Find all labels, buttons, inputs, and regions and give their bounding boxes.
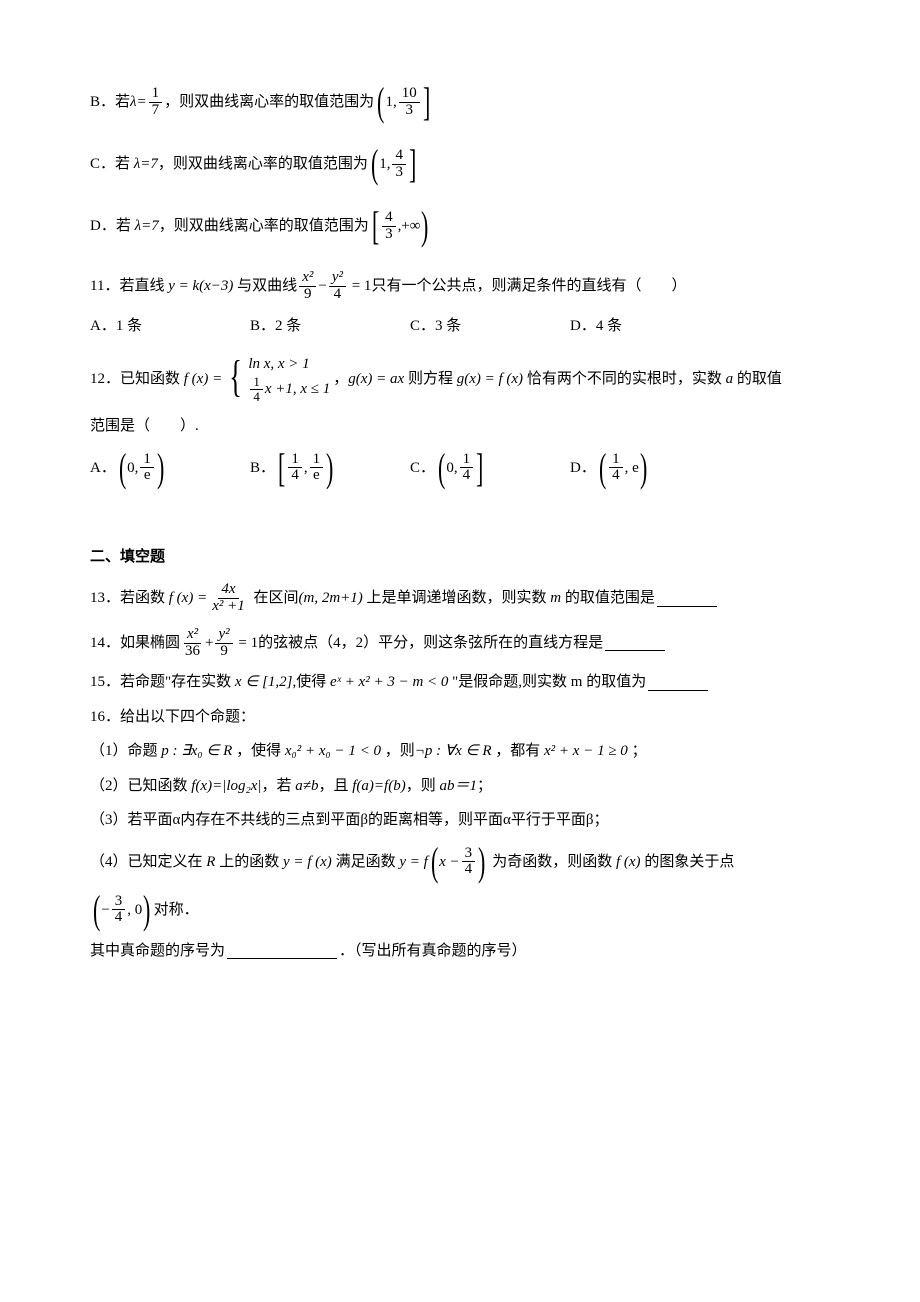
q16-p4: （4）已知定义在 R 上的函数 y = f (x) 满足函数 y = f ( x… [90,844,920,880]
q11-choices: A．1 条 B．2 条 C．3 条 D．4 条 [90,315,920,338]
q10-option-b: B．若 λ= 1 7 ，则双曲线离心率的取值范围为 ( 1, 10 3 ] [90,84,920,120]
section-2-title: 二、填空题 [90,546,920,569]
bracket-close: ] [409,146,416,182]
answer-blank[interactable] [605,635,665,651]
q12-choice-d: D． ( 1 4 , e ) [570,450,730,486]
q11-choice-a: A．1 条 [90,315,250,338]
q13: 13．若函数 f (x) = 4x x² +1 在区间 (m, 2m+1) 上是… [90,582,920,615]
text: 范围是（ ）. [90,415,199,438]
text: ，则双曲线离心率的取值范围为 [164,91,374,114]
q16-p2: （2）已知函数 f(x)=|log₂x| ，若 a≠b ，且 f(a)=f(b)… [90,775,920,798]
text: 在区间 [253,587,298,610]
paren-close: ) [421,208,428,244]
text: ，则双曲线离心率的取值范围为 [159,215,369,238]
line-eq: y = k(x−3) [168,275,233,298]
q12-choices: A． ( 0, 1 e ) B． [ 1 4 , 1 e ) C． ( [90,450,920,486]
q12-choice-b: B． [ 1 4 , 1 e ) [250,450,410,486]
text: ，则双曲线离心率的取值范围为 [158,153,368,176]
lambda: λ=7 [134,153,158,176]
gx: g(x) = ax [348,368,404,391]
paren-open: ( [371,146,378,182]
q10-option-c: C．若 λ=7 ，则双曲线离心率的取值范围为 ( 1, 4 3 ] [90,146,920,182]
bracket-open: [ [372,208,379,244]
q11-stem: 11．若直线 y = k(x−3) 与双曲线 x² 9 − y² 4 = 1 只… [90,270,920,303]
interval-body: 1, 10 3 [385,86,421,119]
lambda-eq: λ= [130,91,147,114]
piecewise: { ln x, x > 1 1 4 x +1, x ≤ 1 [225,355,330,403]
text: 的取值范围是 [565,587,655,610]
text: 11．若直线 [90,275,164,298]
lambda-frac: 1 7 [149,86,163,119]
q16-head: 16．给出以下四个命题： [90,706,920,729]
text: 的弦被点（4，2）平分，则这条弦所在的直线方程是 [258,632,603,655]
q12-choice-a: A． ( 0, 1 e ) [90,450,250,486]
answer-blank[interactable] [648,675,708,691]
answer-blank[interactable] [657,591,717,607]
text: 12．已知函数 [90,368,180,391]
q12-choice-c: C． ( 0, 1 4 ] [410,450,570,486]
paren-open: ( [377,84,384,120]
text: 与双曲线 [237,275,297,298]
text: ,使得 [293,671,327,694]
text: 的取值 [737,368,782,391]
interval-body: 1, 4 3 [379,148,408,181]
q11-choice-b: B．2 条 [250,315,410,338]
q16-p1: （1）命题 p : ∃x₀ ∈ R ，使得 x₀² + x₀ − 1 < 0 ，… [90,740,920,763]
text: 恰有两个不同的实根时，实数 [527,368,722,391]
text: 只有一个公共点，则满足条件的直线有（ ） [371,275,686,298]
q12-stem: 12．已知函数 f (x) = { ln x, x > 1 1 4 x +1, … [90,355,920,403]
lambda: λ=7 [135,215,159,238]
text: C．若 [90,153,130,176]
fx: f (x) = [184,368,222,391]
q12-stem-2: 范围是（ ）. [90,415,920,438]
q16-p4-point: ( − 3 4 , 0 ) 对称． [90,892,920,928]
text: "是假命题,则实数 m 的取值为 [452,671,646,694]
q14: 14．如果椭圆 x² 36 + y² 9 = 1 的弦被点（4，2）平分，则这条… [90,627,920,660]
bracket-close: ] [423,84,430,120]
q11-choice-d: D．4 条 [570,315,730,338]
q11-choice-c: C．3 条 [410,315,570,338]
text: 则方程 [408,368,453,391]
var-a: a [726,368,734,391]
q10-option-d: D．若 λ=7 ，则双曲线离心率的取值范围为 [ 4 3 ,+∞ ) [90,208,920,244]
text: B．若 [90,91,130,114]
q16-p3: （3）若平面α内存在不共线的三点到平面β的距离相等，则平面α平行于平面β； [90,809,920,832]
text: ， [333,368,348,391]
text: D．若 [90,215,131,238]
eq: g(x) = f (x) [457,368,523,391]
q16-tail: 其中真命题的序号为 ．（写出所有真命题的序号） [90,940,920,963]
q15: 15．若命题"存在实数 x ∈ [1,2] ,使得 eˣ + x² + 3 − … [90,671,920,694]
text: 14．如果椭圆 [90,632,180,655]
text: 13．若函数 [90,587,165,610]
text: 上是单调递增函数，则实数 [367,587,547,610]
interval-body: 4 3 ,+∞ [380,210,420,243]
answer-blank[interactable] [227,943,337,959]
text: 15．若命题"存在实数 [90,671,231,694]
